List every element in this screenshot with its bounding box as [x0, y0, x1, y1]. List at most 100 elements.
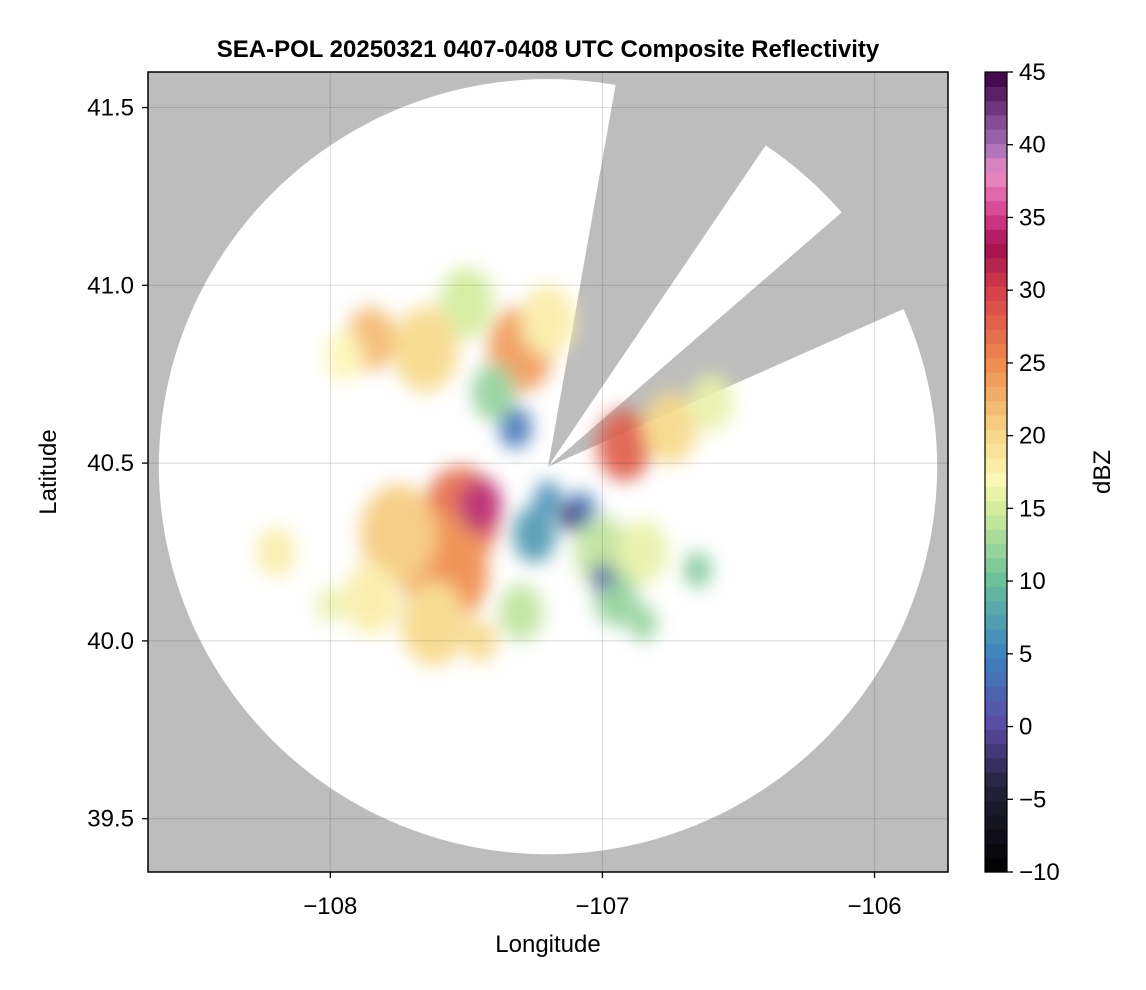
colorbar-band-50 [985, 143, 1007, 159]
colorbar-band-51 [985, 129, 1007, 145]
echo-cell-14 [597, 409, 652, 481]
echo-cell-21 [591, 562, 614, 592]
plot-area [148, 72, 948, 872]
x-axis-label: Longitude [495, 931, 600, 958]
x-tick-label-0: −108 [303, 893, 357, 920]
colorbar-band-10 [985, 714, 1007, 730]
colorbar-band-35 [985, 357, 1007, 373]
colorbar-tick-label-5: 15 [1019, 495, 1046, 522]
plot-frame [147, 71, 949, 873]
colorbar-band-26 [985, 486, 1007, 502]
colorbar-band-22 [985, 543, 1007, 559]
echo-cell-0 [499, 406, 532, 449]
colorbar-band-21 [985, 557, 1007, 573]
echo-cell-10 [392, 306, 459, 392]
colorbar-band-11 [985, 700, 1007, 716]
echo-cell-22 [512, 505, 557, 563]
colorbar-band-7 [985, 757, 1007, 773]
colorbar-band-5 [985, 786, 1007, 802]
colorbar-ticks: −10 −5 0 5 10 15 20 25 30 35 40 45 [1007, 59, 1060, 886]
colorbar-band-6 [985, 772, 1007, 787]
colorbar-band-39 [985, 300, 1007, 316]
colorbar-band-20 [985, 572, 1007, 587]
echo-cell-29 [534, 480, 562, 517]
colorbar-tick-label-2: 0 [1019, 714, 1032, 741]
colorbar [985, 72, 1007, 873]
colorbar-band-18 [985, 600, 1007, 616]
colorbar-band-30 [985, 429, 1007, 445]
colorbar-band-9 [985, 729, 1007, 745]
colorbar-band-41 [985, 272, 1007, 287]
grid-lines [148, 72, 948, 872]
echo-cell-24 [463, 619, 497, 663]
colorbar-tick-label-4: 10 [1019, 568, 1046, 595]
colorbar-band-36 [985, 343, 1007, 359]
echo-cell-23 [499, 584, 543, 641]
colorbar-tick-label-3: 5 [1019, 641, 1032, 668]
colorbar-band-27 [985, 472, 1007, 487]
colorbar-band-2 [985, 829, 1007, 845]
echo-cell-3 [458, 477, 502, 535]
colorbar-band-53 [985, 100, 1007, 116]
echo-layer [256, 267, 734, 666]
echo-cell-19 [618, 520, 668, 584]
colorbar-band-12 [985, 686, 1007, 702]
colorbar-band-17 [985, 614, 1007, 630]
echo-cell-27 [256, 527, 295, 577]
colorbar-band-16 [985, 629, 1007, 645]
echo-cell-25 [629, 605, 657, 641]
colorbar-band-4 [985, 800, 1007, 816]
colorbar-band-44 [985, 229, 1007, 245]
colorbar-band-25 [985, 500, 1007, 516]
colorbar-band-15 [985, 643, 1007, 659]
radar-coverage-disk [158, 79, 938, 855]
colorbar-band-52 [985, 114, 1007, 130]
y-tick-label-4: 41.5 [87, 95, 134, 122]
y-tick-label-1: 40.0 [87, 628, 134, 655]
colorbar-band-13 [985, 672, 1007, 687]
colorbar-tick-label-11: 45 [1019, 59, 1046, 86]
echo-cell-5 [360, 484, 437, 584]
echo-cell-28 [316, 587, 344, 624]
colorbar-band-14 [985, 657, 1007, 673]
colorbar-tick-label-8: 30 [1019, 277, 1046, 304]
echo-cell-12 [324, 331, 363, 382]
colorbar-band-46 [985, 200, 1007, 216]
y-axis-ticks: 39.5 40.0 40.5 41.0 41.5 [87, 95, 148, 833]
echo-cell-16 [689, 374, 734, 432]
colorbar-band-19 [985, 586, 1007, 602]
echo-cell-30 [558, 502, 581, 531]
colorbar-band-38 [985, 314, 1007, 330]
colorbar-frame [984, 71, 1008, 873]
colorbar-tick-label-9: 35 [1019, 204, 1046, 231]
colorbar-band-48 [985, 172, 1007, 187]
colorbar-label: dBZ [1089, 450, 1116, 494]
colorbar-band-29 [985, 443, 1007, 459]
y-tick-label-2: 40.5 [87, 450, 134, 477]
colorbar-band-32 [985, 400, 1007, 416]
colorbar-band-45 [985, 214, 1007, 230]
y-axis-label: Latitude [35, 429, 62, 514]
colorbar-band-54 [985, 86, 1007, 102]
colorbar-band-28 [985, 457, 1007, 473]
echo-cell-15 [643, 392, 698, 464]
colorbar-band-42 [985, 257, 1007, 273]
colorbar-band-0 [985, 857, 1007, 873]
echo-cell-9 [439, 267, 494, 339]
echo-cell-8 [520, 285, 576, 357]
y-tick-label-3: 41.0 [87, 272, 134, 299]
colorbar-band-8 [985, 743, 1007, 759]
colorbar-tick-label-1: −5 [1019, 786, 1046, 813]
colorbar-band-55 [985, 72, 1007, 87]
colorbar-band-24 [985, 514, 1007, 530]
colorbar-band-43 [985, 243, 1007, 259]
echo-cell-13 [471, 363, 516, 421]
colorbar-band-23 [985, 529, 1007, 545]
colorbar-tick-label-6: 20 [1019, 423, 1046, 450]
colorbar-band-1 [985, 843, 1007, 859]
echo-cell-26 [684, 552, 712, 588]
colorbar-band-34 [985, 372, 1007, 387]
colorbar-tick-label-7: 25 [1019, 350, 1046, 377]
x-axis-ticks: −108 −107 −106 [303, 872, 902, 920]
